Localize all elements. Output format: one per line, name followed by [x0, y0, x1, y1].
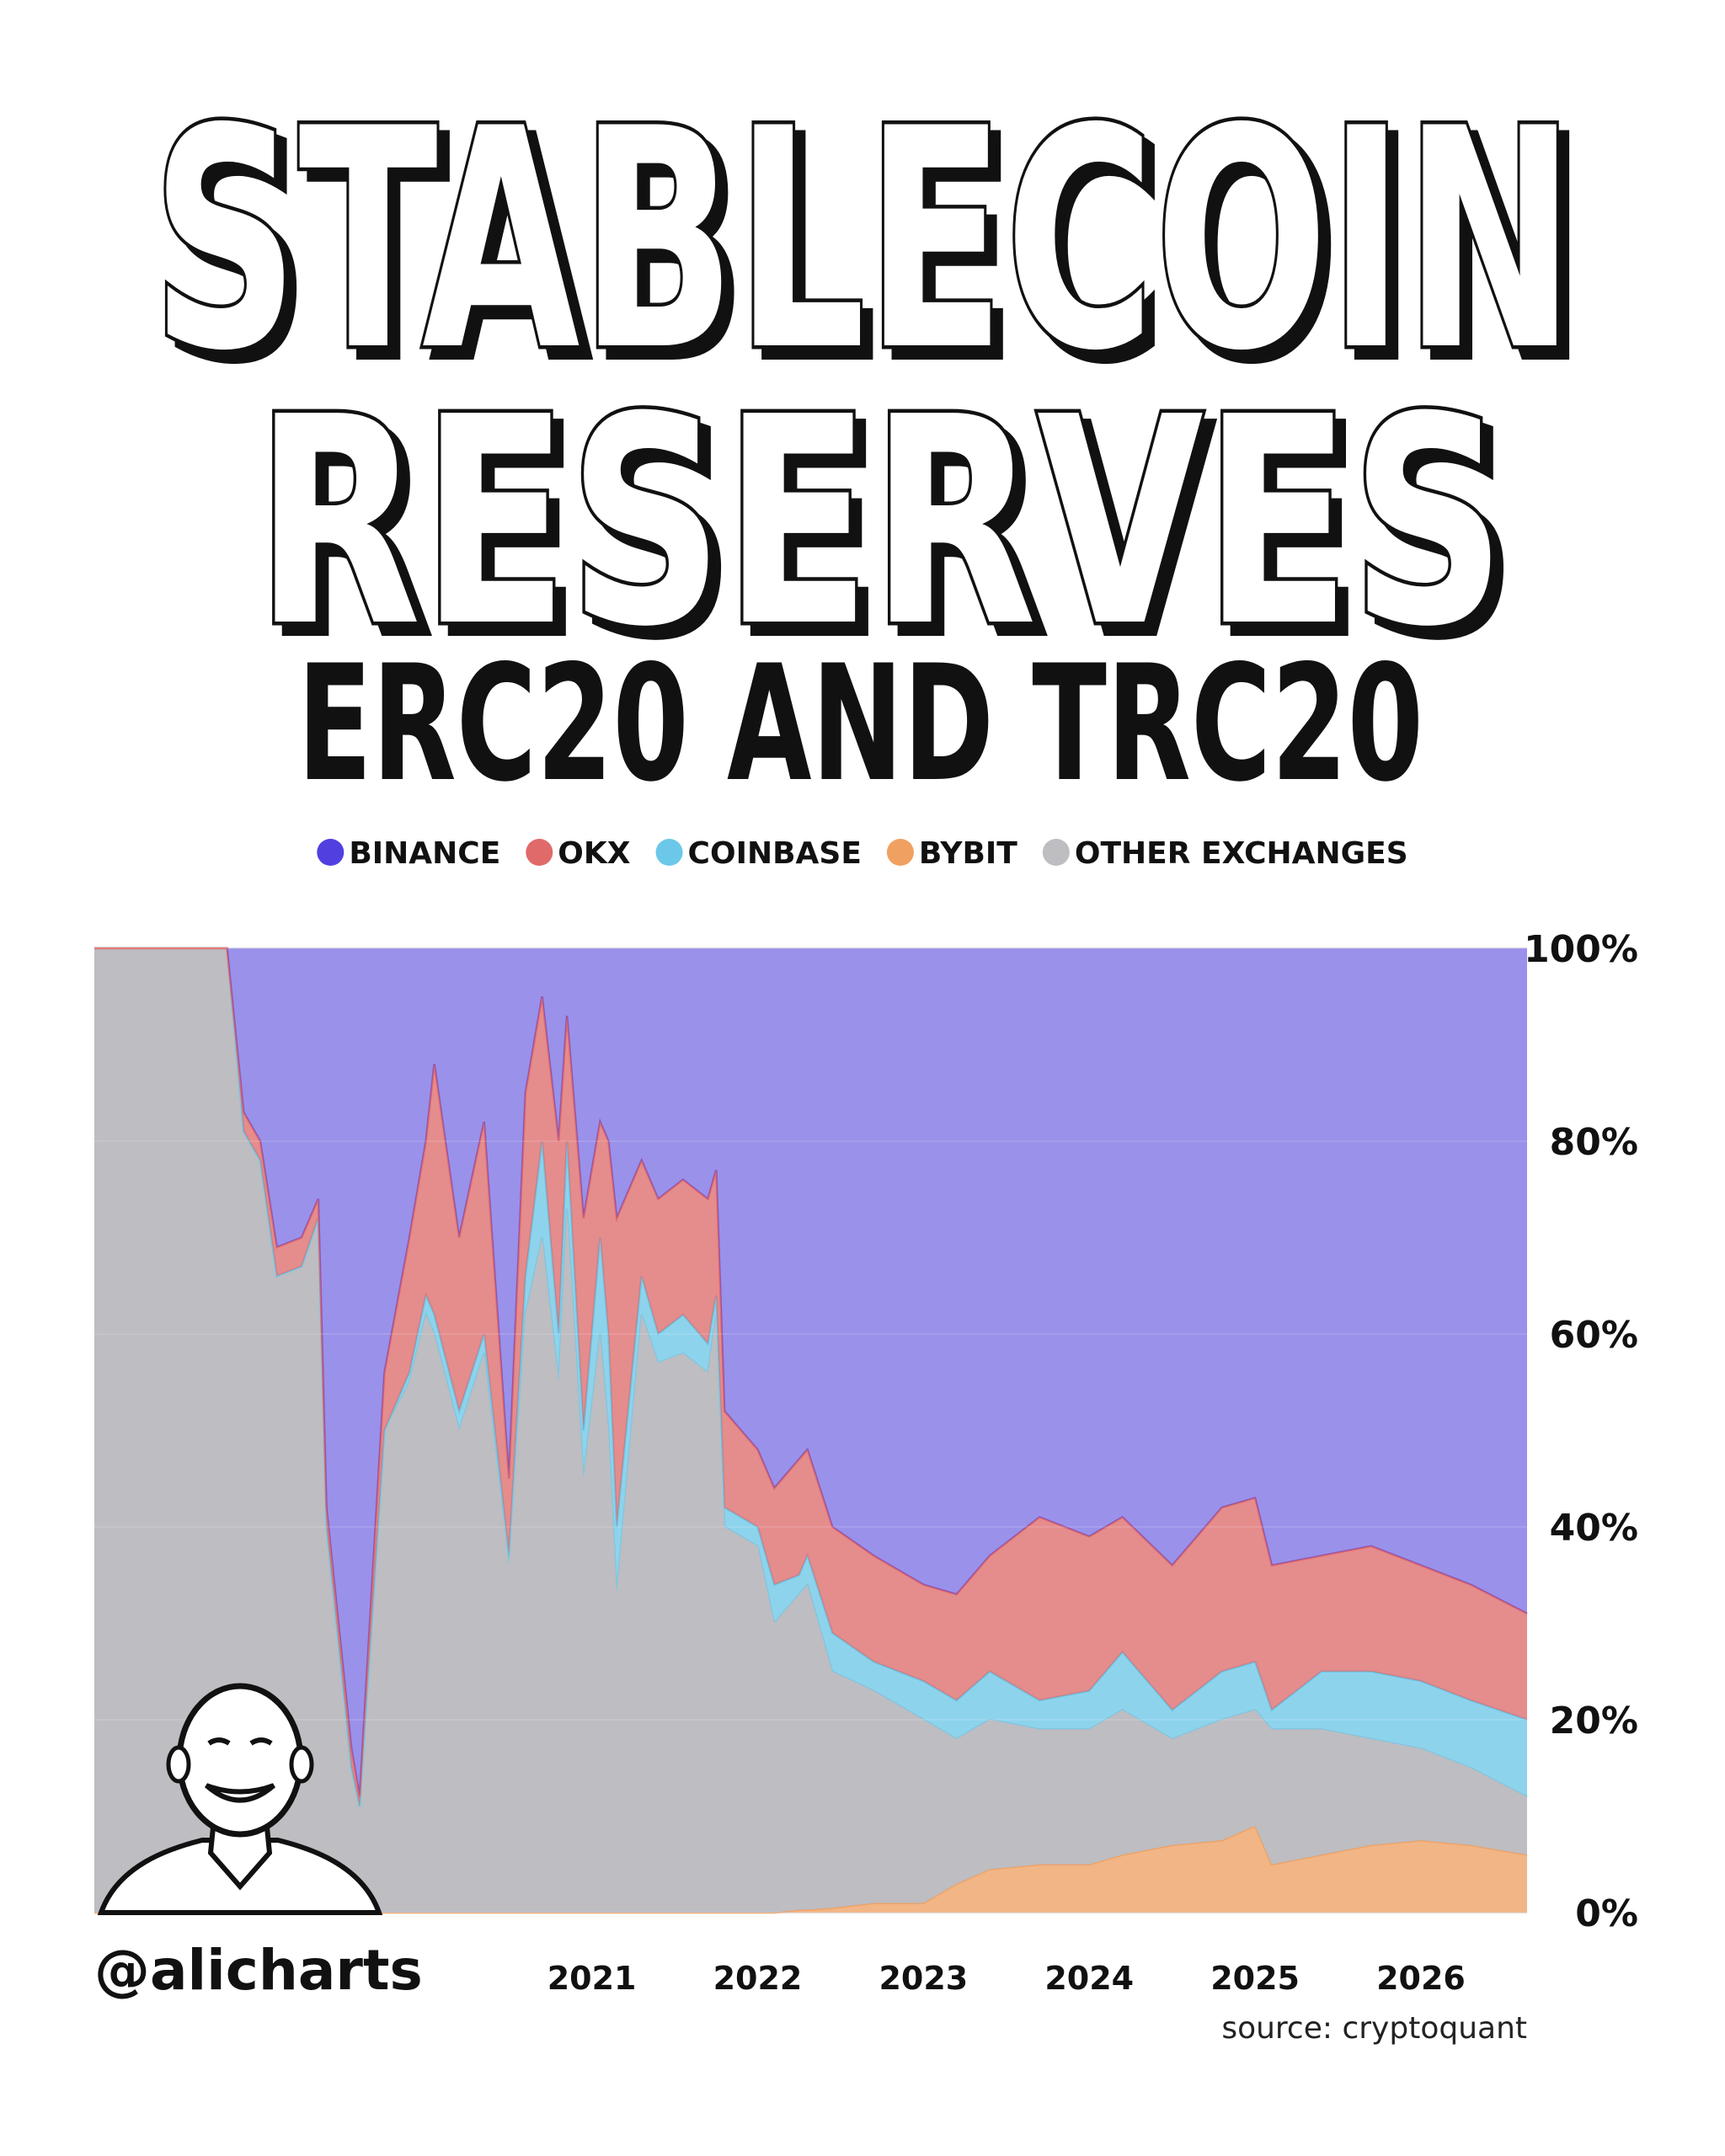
y-tick-label: 80% — [1550, 1121, 1638, 1164]
legend-item: OKX — [526, 836, 631, 871]
legend-label: BYBIT — [919, 836, 1017, 871]
chart-subtitle: ERC20 AND TRC20 — [297, 631, 1423, 817]
legend-swatch — [886, 839, 914, 866]
avatar-ear — [289, 1745, 314, 1784]
legend-item: BYBIT — [886, 836, 1017, 871]
chart-title: STABLECOIN — [152, 64, 1575, 417]
plot-area — [94, 947, 1528, 1914]
y-tick-label: 20% — [1550, 1700, 1638, 1742]
avatar-head — [176, 1683, 304, 1838]
avatar-ear — [166, 1745, 191, 1784]
legend-label: OTHER EXCHANGES — [1075, 836, 1408, 871]
chart-title: RESERVES — [255, 356, 1506, 690]
legend-label: COINBASE — [688, 836, 862, 871]
avatar — [97, 1683, 383, 1915]
legend-item: OTHER EXCHANGES — [1042, 836, 1408, 871]
handle: @alicharts — [94, 1938, 423, 2003]
area-bybit — [94, 1825, 1527, 1913]
title-block: STABLECOIN STABLECOIN RESERVES RESERVES … — [148, 61, 1590, 818]
legend: BINANCE OKX COINBASE BYBIT OTHER EXCHANGES — [317, 836, 1408, 871]
legend-item: COINBASE — [655, 836, 862, 871]
area-other-exchanges — [94, 948, 1527, 1913]
legend-label: OKX — [558, 836, 631, 871]
area-coinbase — [94, 948, 1527, 1807]
legend-swatch — [655, 839, 683, 866]
legend-item: BINANCE — [317, 836, 500, 871]
x-tick-label: 2023 — [879, 1960, 968, 1997]
area-binance — [94, 948, 1527, 1797]
x-tick-label: 2025 — [1210, 1960, 1300, 1997]
legend-swatch — [526, 839, 553, 866]
avatar-smile — [205, 1783, 275, 1803]
x-tick-label: 2024 — [1044, 1960, 1134, 1997]
x-tick-label: 2021 — [547, 1960, 637, 1997]
x-tick-label: 2022 — [713, 1960, 803, 1997]
title-shadow: STABLECOIN — [162, 74, 1585, 427]
title-shadow: RESERVES — [265, 366, 1516, 700]
area-okx — [94, 948, 1527, 1807]
x-tick-label: 2026 — [1376, 1960, 1466, 1997]
y-tick-label: 0% — [1575, 1892, 1638, 1935]
y-tick-label: 100% — [1524, 928, 1638, 971]
source-note: source: cryptoquant — [1221, 2011, 1527, 2046]
legend-swatch — [1042, 839, 1070, 866]
legend-swatch — [317, 839, 344, 866]
avatar-eyes — [207, 1737, 273, 1746]
legend-label: BINANCE — [349, 836, 500, 871]
y-tick-label: 60% — [1550, 1314, 1638, 1357]
y-tick-label: 40% — [1550, 1507, 1638, 1550]
